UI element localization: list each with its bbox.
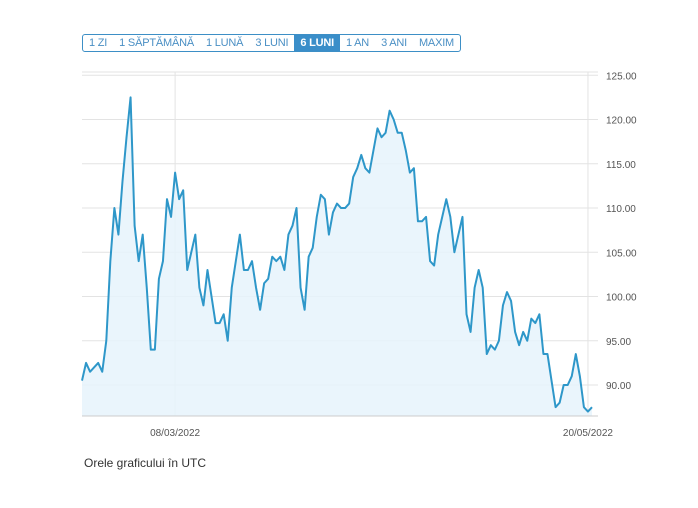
- range-selector: 1 ZI 1 SĂPTĂMÂNĂ 1 LUNĂ 3 LUNI 6 LUNI 1 AN 3 A…: [82, 34, 462, 52]
- range-tab-5[interactable]: 1 AN: [346, 37, 370, 49]
- range-tab-4[interactable]: 6 LUNI: [294, 35, 340, 51]
- x-tick-label: 20/05/2022: [563, 428, 613, 439]
- y-tick-label: 120.00: [606, 116, 637, 127]
- y-tick-label: 105.00: [606, 248, 637, 259]
- series-line: [81, 96, 593, 413]
- range-tab-2[interactable]: 1 LUNĂ: [205, 37, 244, 49]
- range-tab-0[interactable]: 1 ZI: [89, 37, 108, 49]
- x-tick-label: 08/03/2022: [150, 428, 200, 439]
- y-tick-label: 95.00: [606, 337, 631, 348]
- timezone-note: Orele graficului în UTC: [84, 456, 207, 470]
- y-tick-label: 100.00: [606, 293, 637, 304]
- y-tick-label: 115.00: [606, 160, 636, 171]
- range-tab-1[interactable]: 1 SĂPTĂMÂNĂ: [119, 37, 194, 49]
- range-tab-6[interactable]: 3 ANI: [381, 37, 407, 49]
- y-tick-label: 90.00: [606, 381, 631, 392]
- y-axis-labels: 125.00 120.00 115.00 110.00 105.00 100.00 95.0…: [606, 71, 637, 392]
- range-tab-3[interactable]: 3 LUNI: [255, 37, 289, 49]
- y-tick-label: 125.00: [606, 71, 637, 82]
- y-tick-label: 110.00: [606, 204, 636, 215]
- series-area: [82, 97, 592, 417]
- range-tab-7[interactable]: MAXIM: [418, 37, 455, 49]
